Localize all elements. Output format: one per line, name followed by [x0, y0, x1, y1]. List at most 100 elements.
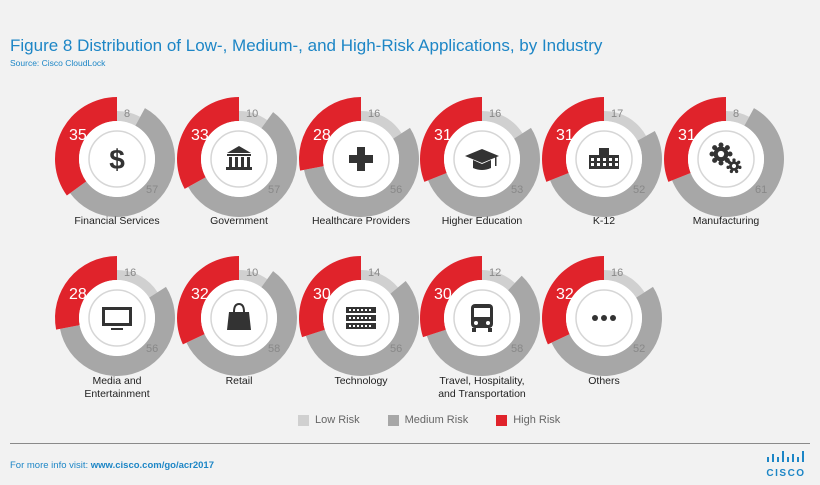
slice-low [726, 111, 750, 126]
slice-high [177, 256, 239, 345]
slice-medium [672, 108, 785, 217]
medical-cross-icon [349, 147, 373, 171]
value-medium: 56 [390, 343, 402, 355]
value-low: 12 [489, 267, 501, 279]
donut-others: 16 52 32 Others [542, 256, 662, 387]
value-low: 16 [124, 267, 136, 279]
legend-swatch-low [298, 414, 309, 426]
donut-technology: 14 56 30 Technology [299, 256, 420, 387]
slice-high [299, 97, 361, 171]
legend: Low Risk Medium Risk High Risk [298, 414, 560, 426]
value-medium: 52 [633, 184, 645, 196]
category-label: Higher Education [442, 215, 523, 227]
chart-title: Figure 8 Distribution of Low-, Medium-, … [10, 36, 603, 55]
slice-low [604, 111, 647, 141]
legend-label-high: High Risk [513, 414, 561, 426]
legend-item-low: Low Risk [298, 414, 360, 426]
cisco-bridge-icon [767, 451, 804, 462]
shopping-bag-icon [227, 302, 251, 330]
chart-source: Source: Cisco CloudLock [10, 58, 106, 68]
category-label: K-12 [593, 215, 615, 227]
government-building-icon [226, 146, 252, 170]
icon-ring [88, 130, 146, 188]
bus-icon [471, 304, 493, 332]
server-icon [346, 307, 376, 329]
slice-medium [186, 271, 298, 377]
more-dots-icon [592, 315, 616, 321]
category-label: Manufacturing [693, 215, 760, 227]
category-label: Technology [334, 375, 388, 387]
donut-financial-services: $8 57 35 Financial Services [55, 97, 175, 227]
value-medium: 56 [390, 184, 402, 196]
value-low: 16 [611, 267, 623, 279]
donut-k-12: 17 52 31 K-12 [542, 97, 662, 227]
value-high: 31 [556, 127, 574, 144]
slice-low [482, 270, 515, 291]
value-high: 30 [434, 286, 452, 303]
value-low: 16 [368, 108, 380, 120]
category-label: Entertainment [84, 388, 149, 400]
slice-low [361, 270, 398, 294]
school-building-icon [589, 148, 619, 169]
value-medium: 61 [755, 184, 767, 196]
value-high: 31 [678, 127, 696, 144]
slice-low [239, 111, 268, 129]
value-medium: 57 [268, 184, 280, 196]
value-medium: 53 [511, 184, 523, 196]
value-medium: 56 [146, 343, 158, 355]
donut-higher-education: 16 53 31 Higher Education [420, 97, 540, 227]
slice-low [482, 111, 523, 139]
legend-swatch-high [496, 414, 508, 426]
monitor-icon [102, 307, 132, 330]
legend-item-high: High Risk [496, 414, 560, 426]
donut-government: 10 57 33 Government [177, 97, 297, 227]
slice-high [55, 97, 117, 196]
footer-text: For more info visit: www.cisco.com/go/ac… [10, 460, 214, 471]
footer-link[interactable]: www.cisco.com/go/acr2017 [90, 460, 214, 471]
donut-manufacturing: 8 61 31 Manufacturing [664, 97, 785, 227]
dollar-icon: $ [109, 144, 125, 175]
slice-high [664, 97, 726, 182]
footer-prefix: For more info visit: [10, 460, 91, 471]
value-medium: 57 [146, 184, 158, 196]
category-label: Travel, Hospitality, [439, 375, 524, 387]
value-high: 30 [313, 286, 331, 303]
category-label: Retail [226, 375, 253, 387]
slice-medium [428, 127, 540, 218]
slice-medium [70, 108, 175, 217]
slice-high [55, 256, 117, 330]
value-low: 8 [733, 108, 739, 120]
slice-low [117, 270, 158, 298]
slice-medium [304, 127, 419, 217]
slice-high [542, 256, 604, 345]
slice-low [239, 270, 268, 288]
value-low: 8 [124, 108, 130, 120]
value-high: 31 [434, 127, 452, 144]
value-high: 28 [313, 127, 331, 144]
slice-medium [551, 286, 662, 376]
value-high: 28 [69, 286, 87, 303]
slice-medium [305, 281, 420, 377]
donut-healthcare-providers: 16 56 28 Healthcare Providers [299, 97, 419, 227]
slice-low [361, 111, 402, 139]
svg-text:$: $ [109, 144, 125, 175]
logo-text: CISCO [766, 468, 806, 479]
slice-high [542, 97, 604, 182]
value-low: 10 [246, 108, 258, 120]
value-low: 14 [368, 267, 380, 279]
value-medium: 52 [633, 343, 645, 355]
value-low: 16 [489, 108, 501, 120]
graduation-cap-icon [465, 149, 499, 170]
slice-high [420, 256, 482, 338]
slice-medium [426, 275, 540, 376]
value-medium: 58 [268, 343, 280, 355]
value-high: 32 [556, 286, 574, 303]
value-high: 33 [191, 127, 209, 144]
value-high: 32 [191, 286, 209, 303]
category-label: Healthcare Providers [312, 215, 410, 227]
legend-label-medium: Medium Risk [404, 414, 469, 426]
category-label: Government [210, 215, 268, 227]
category-label: Others [588, 375, 620, 387]
cisco-logo: CISCO [766, 450, 806, 479]
